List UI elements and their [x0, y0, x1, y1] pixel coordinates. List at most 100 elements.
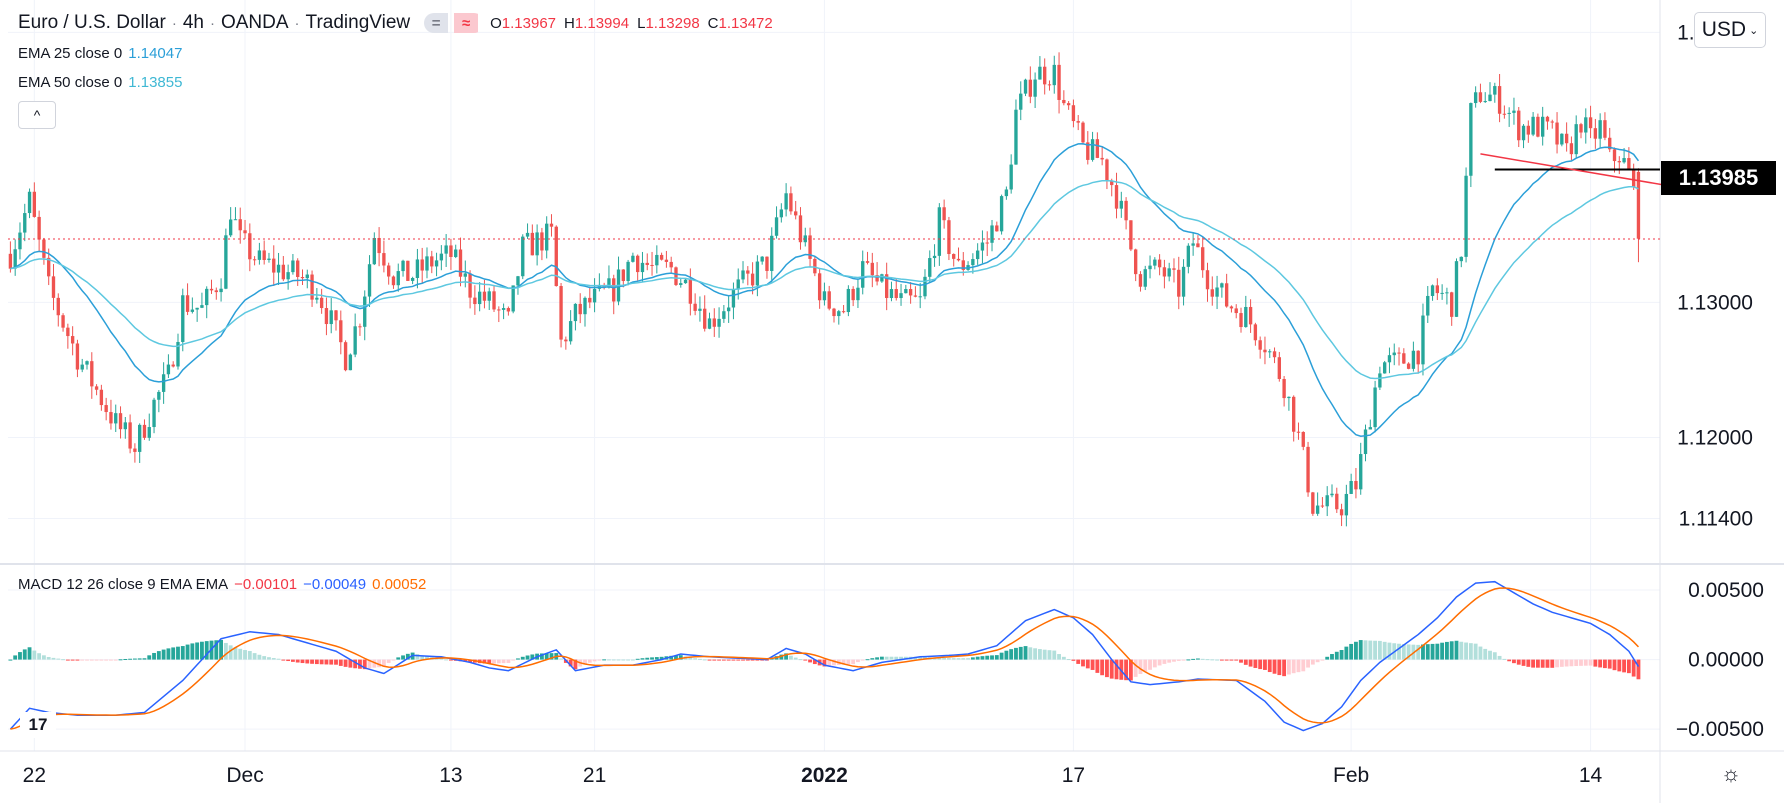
macd-histogram-bar — [1454, 640, 1459, 660]
macd-histogram-bar — [985, 655, 990, 660]
candle-body — [166, 364, 171, 375]
macd-histogram-bar — [1516, 659, 1521, 665]
candle-body — [1382, 362, 1387, 374]
macd-histogram-bar — [841, 659, 846, 665]
candle-body — [1009, 164, 1013, 190]
candle-body — [1014, 109, 1018, 165]
ema25-legend[interactable]: EMA 25 close 0 1.14047 — [18, 45, 188, 62]
candle-body — [995, 225, 999, 232]
macd-histogram-bar — [1267, 659, 1272, 673]
candle-body — [1296, 431, 1301, 433]
candle-body — [487, 291, 491, 301]
macd-histogram-bar — [1358, 640, 1363, 660]
macd-histogram-group — [8, 639, 1641, 681]
candle-body — [1507, 112, 1511, 114]
candle-body — [750, 273, 755, 286]
candle-body — [1397, 352, 1401, 354]
macd-histogram-bar — [635, 658, 640, 660]
macd-histogram-bar — [889, 656, 894, 660]
macd-histogram-bar — [616, 659, 621, 661]
macd-histogram-bar — [1023, 646, 1028, 660]
macd-histogram-bar — [1468, 643, 1473, 660]
candle-body — [434, 260, 439, 267]
candle-body — [975, 250, 980, 260]
time-tick-label: 17 — [1062, 764, 1085, 787]
candle-body — [884, 274, 889, 299]
market-status-pill[interactable]: = ≈ — [424, 13, 484, 33]
macd-histogram-bar — [702, 659, 707, 661]
macd-histogram-bar — [338, 659, 343, 666]
macd-histogram-bar — [525, 655, 530, 660]
ema50-legend[interactable]: EMA 50 close 0 1.13855 — [18, 74, 188, 91]
macd-histogram-bar — [1253, 659, 1258, 668]
macd-histogram-bar — [1354, 641, 1358, 660]
candle-body — [1622, 158, 1626, 163]
macd-histogram-bar — [1186, 659, 1191, 661]
macd-histogram-bar — [980, 656, 985, 660]
macd-histogram-bar — [219, 639, 223, 660]
macd-histogram-bar — [152, 652, 156, 660]
macd-histogram-bar — [621, 659, 626, 661]
candle-body — [248, 233, 252, 260]
macd-legend[interactable]: MACD 12 26 close 9 EMA EMA −0.00101 −0.0… — [18, 576, 432, 593]
candle-body — [1488, 94, 1492, 102]
macd-histogram-bar — [717, 659, 721, 661]
candle-body — [1133, 249, 1138, 275]
candle-body — [1244, 306, 1248, 328]
currency-selector[interactable]: USD ⌄ — [1694, 12, 1766, 48]
macd-histogram-bar — [721, 659, 726, 661]
macd-histogram-bar — [994, 655, 999, 660]
macd-histogram-bar — [358, 659, 362, 669]
macd-histogram-bar — [204, 641, 209, 660]
candle-body — [1047, 84, 1052, 86]
macd-histogram-bar — [51, 657, 56, 660]
macd-histogram-bar — [1473, 643, 1478, 660]
macd-histogram-bar — [1133, 659, 1138, 677]
macd-histogram-bar — [137, 658, 142, 660]
macd-histogram-bar — [1325, 656, 1330, 660]
macd-histogram-bar — [286, 659, 291, 662]
candle-body — [1143, 269, 1147, 287]
candle-body — [568, 321, 573, 342]
macd-histogram-bar — [1497, 655, 1502, 660]
candle-body — [1272, 351, 1277, 358]
candle-body — [621, 269, 625, 282]
macd-histogram-bar — [1229, 659, 1234, 661]
candle-body — [233, 219, 238, 221]
macd-histogram-bar — [961, 658, 966, 660]
candle-body — [51, 276, 56, 298]
tradingview-logo-icon[interactable]: 17 — [20, 712, 56, 738]
macd-histogram-bar — [1535, 659, 1540, 668]
candle-body — [971, 259, 975, 266]
macd-histogram-bar — [420, 655, 425, 660]
macd-histogram-bar — [583, 659, 587, 665]
collapse-legend-button[interactable]: ^ — [18, 101, 56, 129]
candle-body — [1440, 292, 1444, 294]
macd-histogram-bar — [314, 659, 319, 665]
macd-histogram-bar — [415, 654, 420, 660]
macd-histogram-bar — [1449, 641, 1454, 660]
candle-body — [1167, 268, 1171, 277]
candle-body — [396, 271, 400, 286]
macd-histogram-bar — [22, 649, 27, 660]
candle-body — [1086, 142, 1090, 160]
macd-histogram-bar — [1445, 641, 1449, 660]
interval[interactable]: 4h — [182, 12, 204, 33]
macd-histogram-bar — [956, 658, 961, 660]
symbol-name[interactable]: Euro / U.S. Dollar — [18, 12, 166, 33]
macd-histogram-bar — [156, 651, 161, 660]
macd-histogram-bar — [640, 658, 645, 660]
candle-body — [363, 296, 367, 327]
candle-body — [1205, 270, 1210, 290]
candle-body — [1536, 116, 1540, 137]
symbol-legend[interactable]: Euro / U.S. Dollar · 4h · OANDA · Tradin… — [18, 12, 773, 33]
candle-body — [181, 295, 185, 342]
macd-histogram-bar — [501, 659, 506, 664]
macd-histogram-bar — [89, 659, 94, 661]
settings-icon[interactable]: ☼ — [1720, 761, 1742, 786]
macd-histogram-bar — [1234, 659, 1239, 661]
approx-icon: ≈ — [454, 13, 479, 33]
macd-histogram-bar — [1109, 659, 1114, 679]
candle-body — [1574, 124, 1578, 155]
